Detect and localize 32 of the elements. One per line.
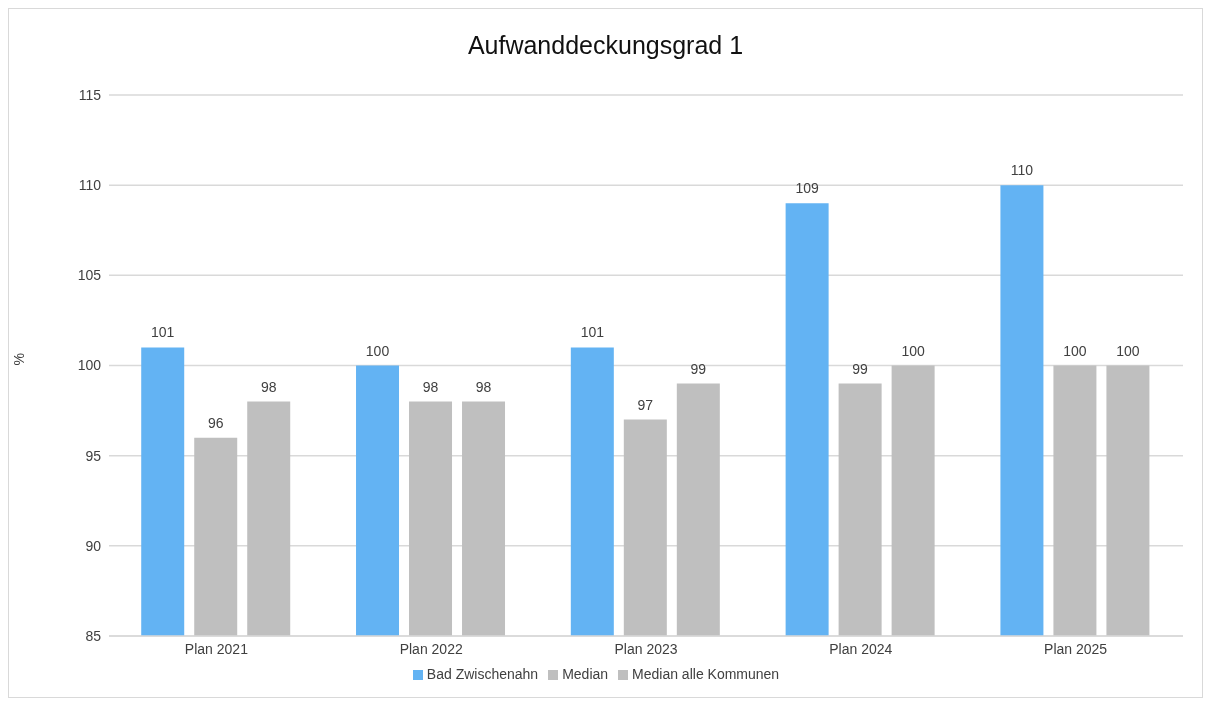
y-tick-label: 90 [85,537,102,554]
data-label: 98 [475,378,492,395]
y-tick-label: 100 [77,357,102,374]
data-label: 101 [151,324,175,341]
y-axis-title: % [10,353,27,366]
y-tick-label: 115 [78,86,102,103]
data-label: 96 [207,414,224,431]
legend-label: Bad Zwischenahn [426,666,539,682]
chart-title: Aufwanddeckungsgrad 1 [466,31,745,60]
legend-label: Median alle Kommunen [632,666,780,682]
x-tick-label: Plan 2021 [184,640,249,657]
y-tick-label: 110 [78,177,102,194]
data-label: 109 [795,180,820,197]
data-label: 100 [1063,342,1087,359]
data-label: 99 [690,360,707,377]
data-label: 98 [260,378,277,395]
y-tick-label: 105 [77,267,102,284]
data-label: 100 [365,342,390,359]
data-label: 97 [637,396,654,413]
legend-label: Median [562,666,609,682]
y-tick-label: 85 [85,627,102,644]
data-label: 99 [852,360,869,377]
data-label: 100 [901,342,926,359]
x-tick-label: Plan 2023 [614,640,678,657]
data-label: 101 [580,324,605,341]
x-tick-label: Plan 2024 [829,640,893,657]
y-tick-label: 95 [85,447,102,464]
x-tick-label: Plan 2025 [1044,640,1108,657]
data-label: 110 [1010,162,1034,179]
data-label: 98 [422,378,439,395]
data-label: 100 [1116,342,1140,359]
x-tick-label: Plan 2022 [399,640,463,657]
